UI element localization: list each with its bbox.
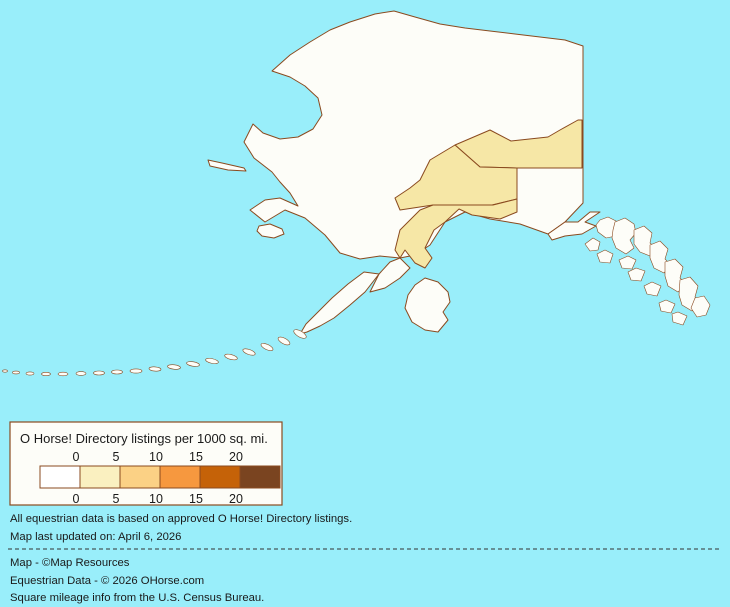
svg-text:0: 0 bbox=[73, 450, 80, 464]
svg-text:0: 0 bbox=[73, 492, 80, 506]
svg-text:O Horse! Directory listings pe: O Horse! Directory listings per 1000 sq.… bbox=[20, 431, 268, 446]
svg-text:Square mileage info from the U: Square mileage info from the U.S. Census… bbox=[10, 592, 264, 604]
svg-text:Map - ©Map Resources: Map - ©Map Resources bbox=[10, 557, 130, 569]
svg-text:20: 20 bbox=[229, 450, 243, 464]
svg-text:Equestrian Data - © 2026 OHors: Equestrian Data - © 2026 OHorse.com bbox=[10, 575, 204, 587]
svg-text:10: 10 bbox=[149, 450, 163, 464]
svg-text:20: 20 bbox=[229, 492, 243, 506]
svg-text:Map last updated on: April 6,: Map last updated on: April 6, 2026 bbox=[10, 531, 181, 543]
svg-text:15: 15 bbox=[189, 450, 203, 464]
svg-text:10: 10 bbox=[149, 492, 163, 506]
svg-text:5: 5 bbox=[113, 492, 120, 506]
svg-text:5: 5 bbox=[113, 450, 120, 464]
svg-text:All equestrian data is based o: All equestrian data is based on approved… bbox=[10, 513, 352, 525]
svg-text:15: 15 bbox=[189, 492, 203, 506]
